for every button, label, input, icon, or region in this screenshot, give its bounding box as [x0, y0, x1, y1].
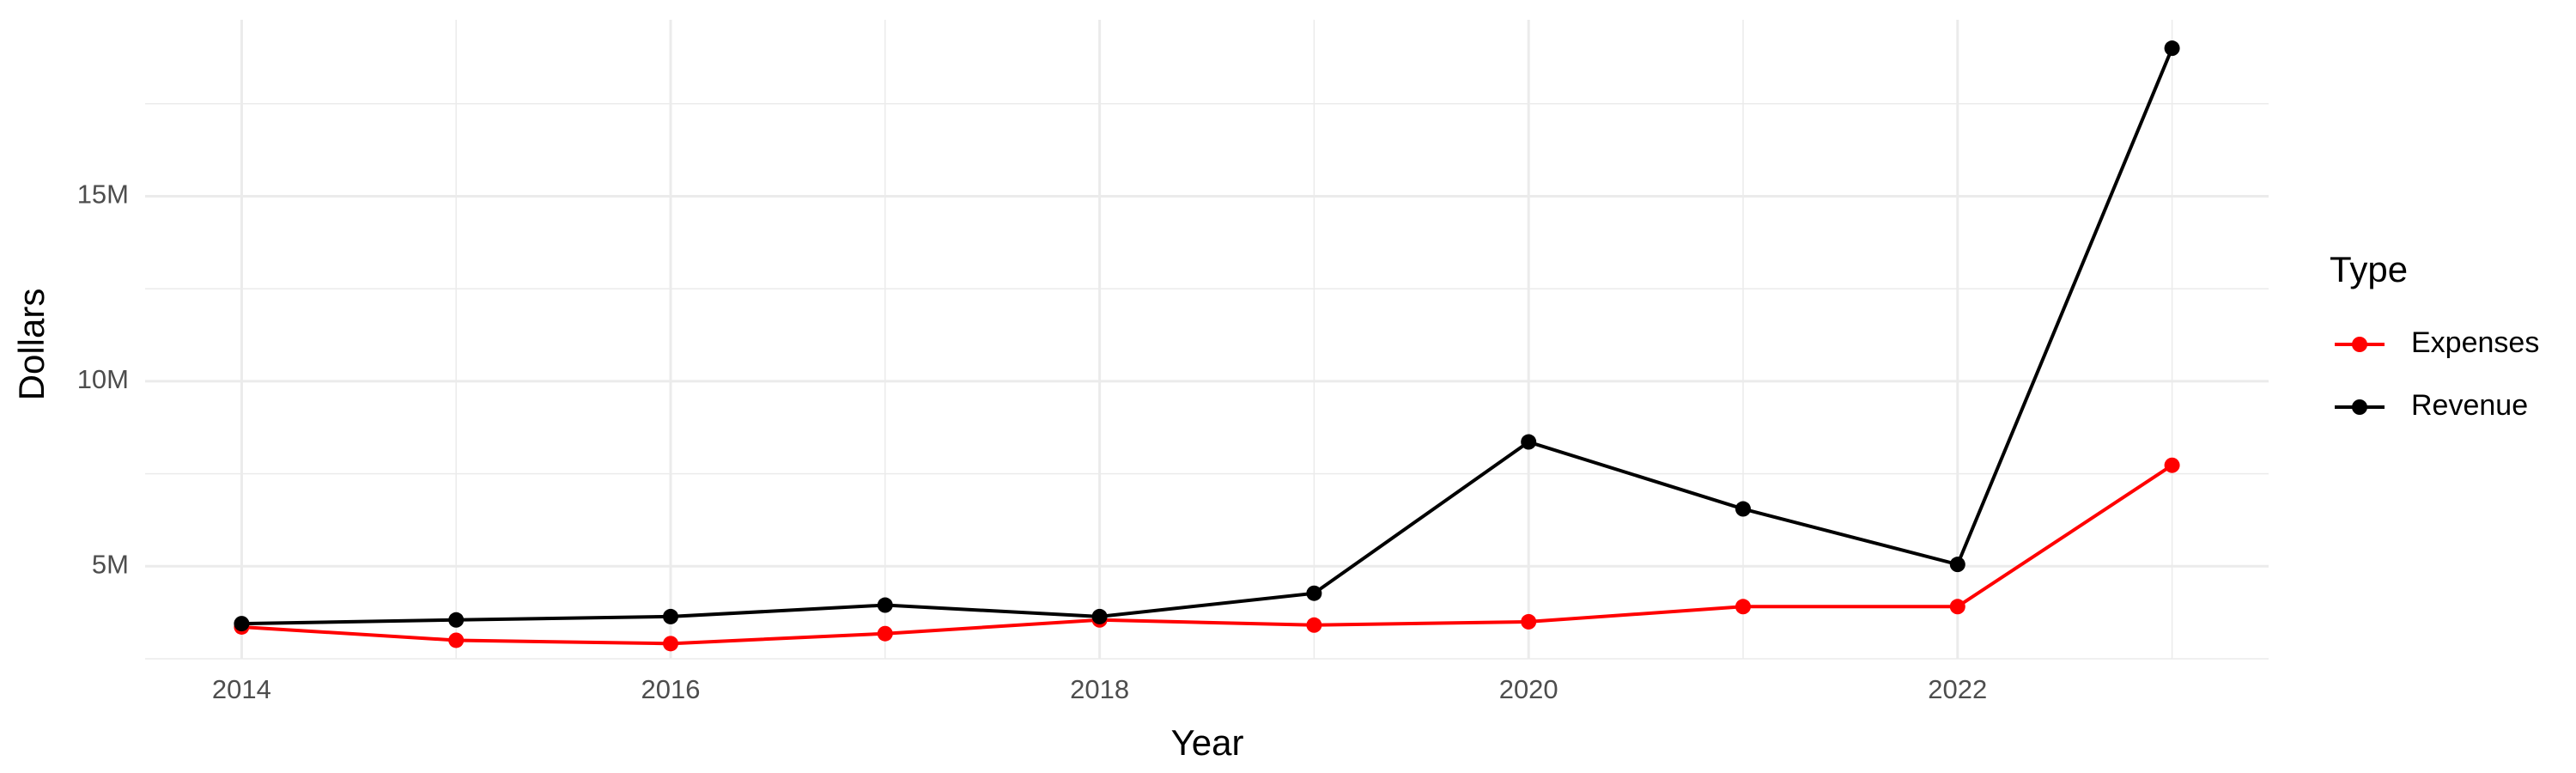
y-axis-title: Dollars: [11, 289, 52, 401]
point: [663, 636, 679, 652]
point: [1949, 599, 1965, 615]
y-tick-label: 15M: [77, 180, 129, 210]
point: [1735, 599, 1751, 615]
point: [1091, 608, 1108, 624]
point: [234, 616, 250, 632]
x-tick-label: 2018: [1070, 674, 1129, 704]
point: [2164, 40, 2180, 57]
x-tick-label: 2020: [1499, 674, 1558, 704]
x-tick-label: 2014: [212, 674, 271, 704]
legend-point: [2352, 337, 2367, 352]
point: [877, 625, 893, 642]
line: [241, 464, 2173, 646]
x-tick-label: 2022: [1928, 674, 1987, 704]
point: [1949, 557, 1965, 573]
x-tick-label: 2016: [641, 674, 701, 704]
legend-label: Expenses: [2411, 326, 2539, 359]
point: [2164, 457, 2180, 473]
legend-label: Revenue: [2411, 389, 2528, 422]
point: [448, 632, 465, 648]
point: [877, 597, 893, 613]
point: [1735, 501, 1751, 517]
point: [1521, 434, 1537, 450]
point: [663, 608, 679, 624]
point: [448, 612, 465, 628]
y-tick-label: 5M: [92, 549, 129, 579]
point: [1306, 617, 1322, 633]
x-axis-title: Year: [1171, 722, 1244, 763]
point: [1521, 613, 1537, 630]
line: [241, 47, 2174, 626]
legend-point: [2352, 399, 2367, 415]
legend-title: Type: [2330, 249, 2408, 289]
y-tick-label: 10M: [77, 364, 129, 394]
point: [1306, 585, 1322, 601]
